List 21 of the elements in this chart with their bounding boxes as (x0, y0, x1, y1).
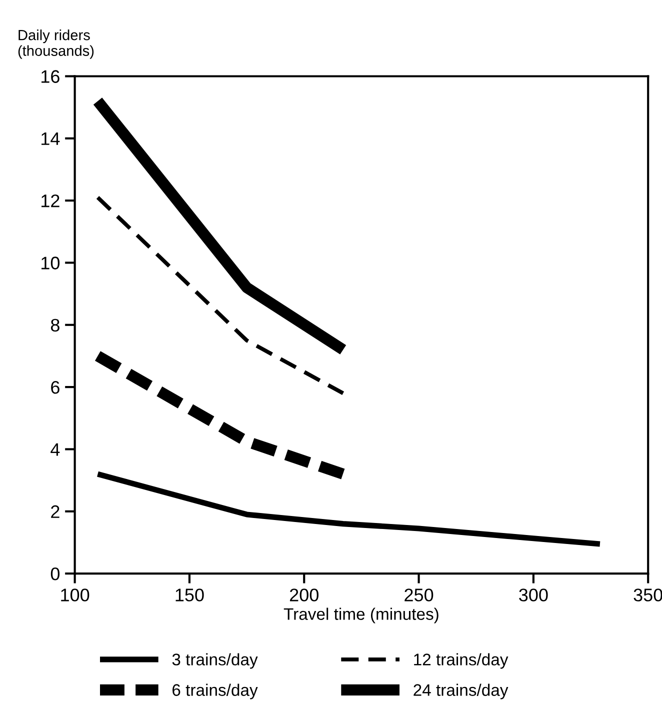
x-tick-label: 350 (634, 588, 662, 602)
legend-label: 12 trains/day (414, 653, 508, 669)
y-tick-label: 6 (51, 380, 60, 394)
y-tick-label: 4 (50, 443, 60, 456)
y-axis-title: Daily riders (thousands) (18, 30, 94, 59)
y-tick-label: 10 (42, 256, 60, 270)
legend-label: 6 trains/day (172, 684, 258, 700)
x-tick-label: 250 (404, 588, 434, 602)
y-tick-label: 16 (42, 70, 60, 83)
y-tick-label: 0 (50, 567, 60, 580)
x-tick-label: 100 (61, 588, 90, 602)
y-tick-label: 12 (42, 194, 60, 208)
x-tick-label: 150 (176, 588, 204, 602)
y-tick-label: 8 (50, 318, 60, 332)
y-tick-label: 14 (42, 132, 60, 145)
x-tick-label: 200 (290, 588, 318, 602)
legend-label: 3 trains/day (172, 653, 258, 669)
legend-label: 24 trains/day (414, 684, 508, 700)
y-tick-label: 2 (51, 505, 60, 518)
x-tick-label: 300 (519, 588, 548, 602)
x-axis-title: Travel time (minutes) (284, 608, 438, 624)
